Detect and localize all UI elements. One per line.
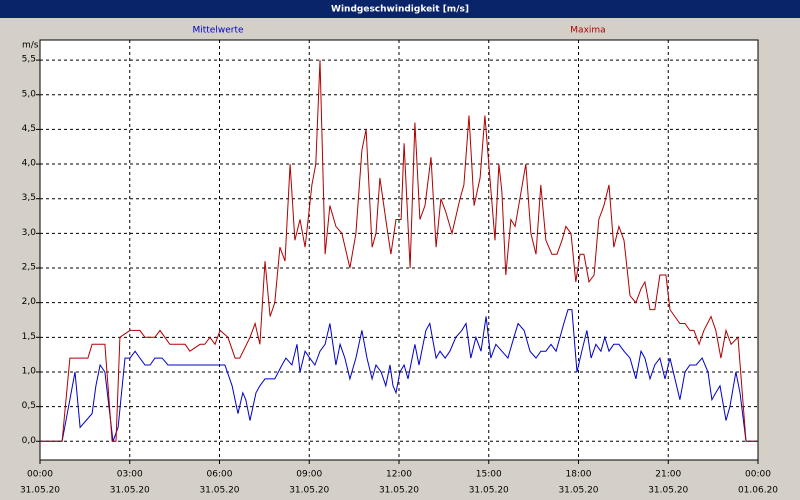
y-tick-label: 5,5 [22, 55, 36, 65]
x-tick-date: 31.05.20 [199, 486, 239, 496]
x-tick-date: 31.05.20 [289, 486, 329, 496]
y-tick-label: 2,5 [22, 263, 36, 273]
x-tick-label: 21:00 [655, 470, 681, 480]
x-tick-label: 18:00 [566, 470, 592, 480]
x-tick-label: 12:00 [386, 470, 412, 480]
x-tick-date: 31.05.20 [20, 486, 60, 496]
x-tick-date: 31.05.20 [558, 486, 598, 496]
x-tick-date: 31.05.20 [469, 486, 509, 496]
legend-entry: Maxima [570, 26, 605, 36]
title-bar [0, 0, 800, 18]
x-tick-label: 06:00 [207, 470, 233, 480]
y-tick-label: 1,5 [22, 332, 36, 342]
y-tick-label: 3,5 [22, 193, 36, 203]
y-axis-label: m/s [22, 41, 39, 51]
y-tick-label: 3,0 [22, 228, 37, 238]
x-tick-label: 00:00 [27, 470, 53, 480]
x-tick-date: 31.05.20 [379, 486, 419, 496]
chart-title: Windgeschwindigkeit [m/s] [331, 5, 469, 15]
y-tick-label: 2,0 [22, 297, 37, 307]
y-tick-label: 4,5 [22, 124, 36, 134]
y-tick-label: 1,0 [22, 366, 37, 376]
x-tick-label: 03:00 [117, 470, 143, 480]
y-tick-label: 0,5 [22, 401, 36, 411]
x-tick-label: 09:00 [296, 470, 322, 480]
x-tick-date: 31.05.20 [648, 486, 688, 496]
x-tick-label: 00:00 [745, 470, 771, 480]
series-line [40, 309, 758, 442]
series-line [40, 60, 758, 442]
legend-entry: Mittelwerte [192, 26, 243, 36]
x-tick-date: 31.05.20 [110, 486, 150, 496]
x-tick-label: 15:00 [476, 470, 502, 480]
y-tick-label: 4,0 [22, 159, 37, 169]
y-tick-label: 0,0 [22, 436, 37, 446]
x-tick-date: 01.06.20 [738, 486, 778, 496]
y-tick-label: 5,0 [22, 89, 37, 99]
